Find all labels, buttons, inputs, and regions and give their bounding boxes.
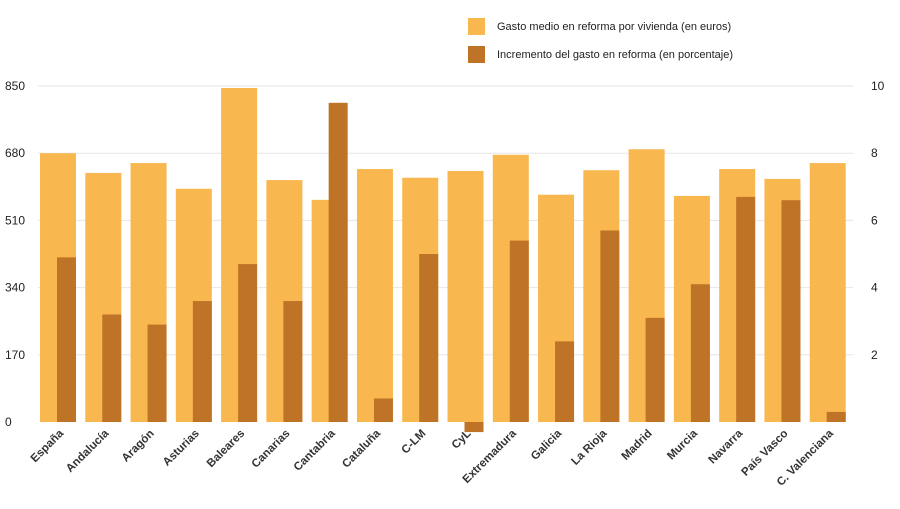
bar-incremento-7 [373,398,393,422]
category-label-12: La Rioja [569,427,610,468]
bars [40,87,846,433]
category-label-0: España [29,427,67,465]
bar-incremento-12 [600,230,620,422]
category-label-3: Asturias [161,428,202,469]
bar-incremento-6 [328,102,348,423]
category-label-1: Andalucía [64,427,112,475]
right-axis-ticks: 2 4 6 8 10 [871,79,885,362]
bar-incremento-1 [102,314,122,422]
bar-gasto-7 [356,169,393,422]
bar-incremento-0 [57,257,76,422]
bar-incremento-14 [690,284,710,422]
legend: Gasto medio en reforma por vivienda (en … [468,18,733,74]
bar-incremento-11 [555,341,575,422]
category-label-11: Galicia [529,427,565,463]
bar-incremento-15 [736,196,756,422]
bar-incremento-3 [192,301,212,422]
bar-incremento-8 [419,254,439,422]
right-tick-4: 4 [871,281,878,295]
left-axis-ticks: 0 170 340 510 680 850 [5,79,25,429]
category-label-6: Cantabria [292,427,338,473]
category-label-7: Cataluña [340,427,383,470]
category-label-13: Madrid [620,428,655,463]
legend-label-incremento: Incremento del gasto en reforma (en porc… [497,48,734,61]
left-tick-850: 850 [5,79,25,93]
bar-incremento-13 [645,317,665,422]
bar-incremento-16 [781,200,801,422]
left-tick-170: 170 [5,348,25,362]
category-label-2: Aragón [120,428,157,465]
category-label-5: Canarias [250,428,293,471]
bar-incremento-9 [464,422,484,433]
left-tick-0: 0 [5,415,12,429]
bar-gasto-17 [809,163,846,423]
legend-item-incremento: Incremento del gasto en reforma (en porc… [468,46,733,63]
right-tick-6: 6 [871,213,878,227]
legend-label-gasto: Gasto medio en reforma por vivienda (en … [497,20,732,33]
bar-incremento-17 [826,411,846,422]
legend-swatch-gasto [468,18,485,35]
gridlines [38,85,853,356]
left-tick-680: 680 [5,146,25,160]
category-label-15: Navarra [707,427,746,466]
right-tick-2: 2 [871,348,878,362]
bar-incremento-4 [238,264,258,422]
bar-incremento-2 [147,324,167,422]
left-tick-340: 340 [5,281,25,295]
bar-incremento-5 [283,301,303,422]
bar-incremento-10 [509,240,529,422]
left-tick-510: 510 [5,213,25,227]
category-label-14: Murcia [665,427,700,462]
right-tick-10: 10 [871,79,885,93]
category-label-4: Baleares [205,428,247,470]
right-tick-8: 8 [871,146,878,160]
category-label-8: C-LM [400,428,429,457]
legend-swatch-incremento [468,46,485,63]
legend-item-gasto: Gasto medio en reforma por vivienda (en … [468,18,733,35]
bar-gasto-9 [447,170,484,422]
